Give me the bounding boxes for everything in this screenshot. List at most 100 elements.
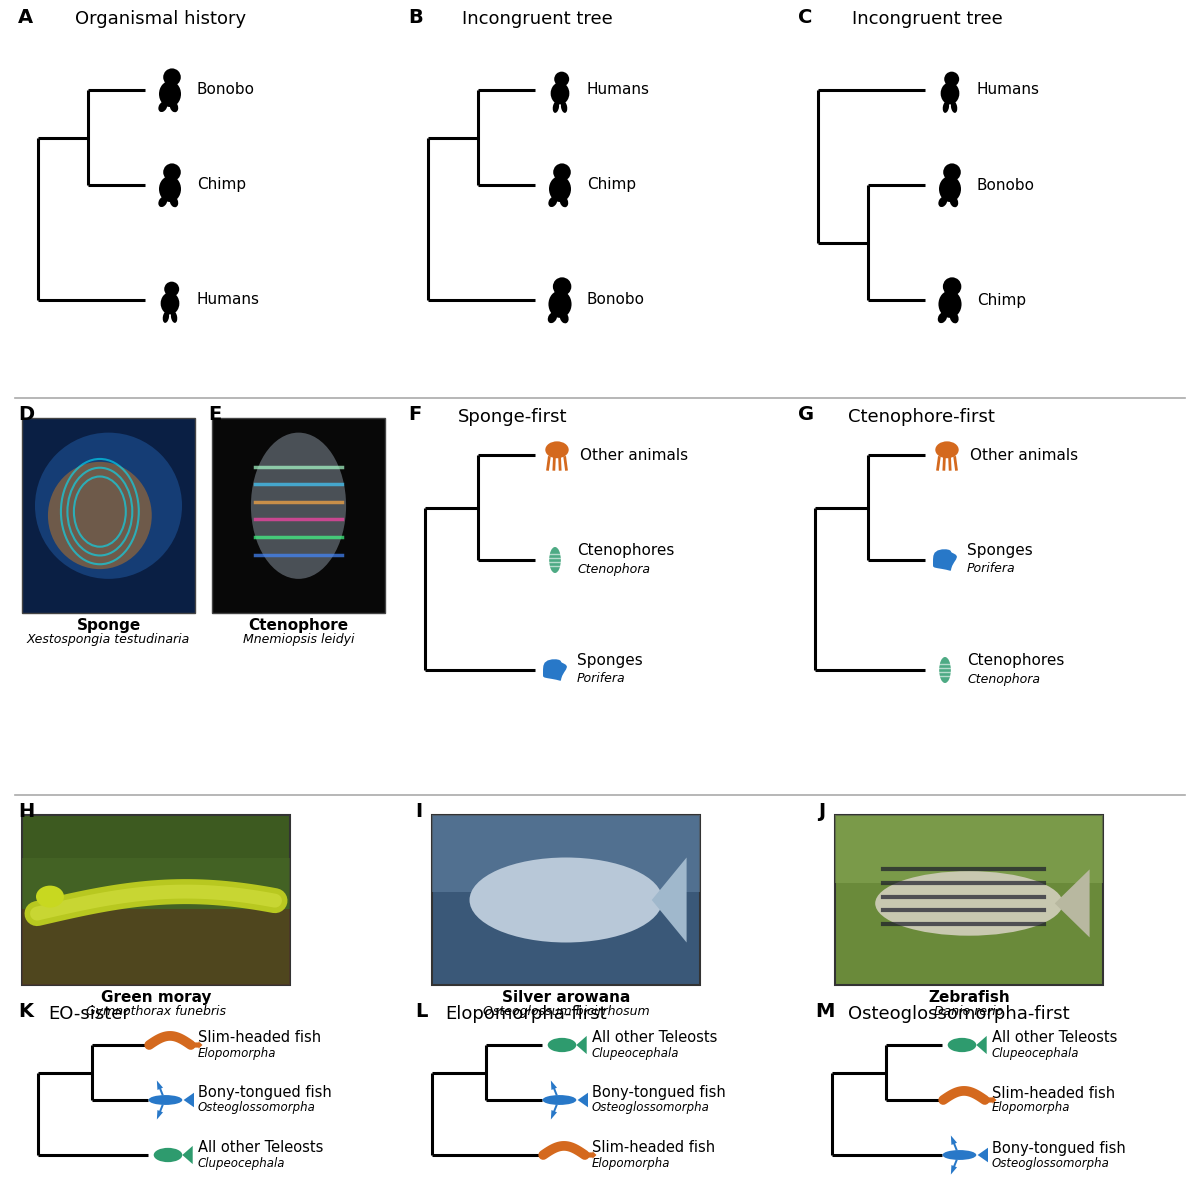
Ellipse shape [937, 312, 947, 324]
Text: Chimp: Chimp [197, 177, 246, 193]
Text: EO-sister: EO-sister [48, 1006, 130, 1023]
Ellipse shape [941, 82, 959, 105]
Text: Mnemiopsis leidyi: Mnemiopsis leidyi [242, 633, 354, 646]
Ellipse shape [949, 196, 959, 207]
Ellipse shape [161, 293, 179, 314]
Text: Ctenophore-first: Ctenophore-first [848, 408, 995, 426]
Ellipse shape [158, 196, 167, 207]
Text: Danio rerio: Danio rerio [935, 1006, 1003, 1017]
Text: Bony-tongued fish: Bony-tongued fish [992, 1140, 1126, 1155]
Bar [22, 815, 290, 985]
Text: Bonobo: Bonobo [977, 177, 1034, 193]
Ellipse shape [542, 1095, 576, 1106]
Polygon shape [576, 1036, 587, 1054]
Polygon shape [182, 1146, 193, 1164]
FancyArrow shape [188, 1041, 203, 1048]
FancyArrow shape [551, 1104, 558, 1120]
Text: Humans: Humans [197, 293, 260, 307]
Ellipse shape [935, 441, 959, 458]
Text: A: A [18, 8, 34, 27]
Circle shape [554, 71, 569, 87]
Text: Clupeocephala: Clupeocephala [992, 1046, 1080, 1059]
Bar [22, 858, 290, 908]
Text: Chimp: Chimp [977, 293, 1026, 307]
Ellipse shape [943, 101, 949, 113]
Text: All other Teleosts: All other Teleosts [198, 1140, 323, 1155]
Text: I: I [415, 802, 422, 821]
Ellipse shape [170, 311, 178, 322]
Ellipse shape [559, 196, 569, 207]
Ellipse shape [469, 858, 662, 942]
Ellipse shape [158, 101, 167, 112]
Ellipse shape [875, 871, 1063, 935]
Bar [432, 815, 700, 985]
Text: Green moray: Green moray [101, 990, 211, 1006]
Ellipse shape [551, 82, 569, 105]
Text: Bony-tongued fish: Bony-tongued fish [592, 1085, 726, 1101]
Text: C: C [798, 8, 812, 27]
Ellipse shape [553, 101, 559, 113]
Text: All other Teleosts: All other Teleosts [992, 1031, 1117, 1046]
Ellipse shape [938, 290, 961, 318]
Text: Bony-tongued fish: Bony-tongued fish [198, 1085, 331, 1101]
Bar [22, 418, 194, 613]
Circle shape [164, 282, 179, 296]
Ellipse shape [163, 311, 169, 322]
Text: Bonobo: Bonobo [197, 82, 256, 98]
Text: Silver arowana: Silver arowana [502, 990, 630, 1006]
Text: Elopomorpha: Elopomorpha [592, 1157, 671, 1170]
Text: Slim-headed fish: Slim-headed fish [592, 1140, 715, 1155]
Text: G: G [798, 405, 814, 424]
FancyArrow shape [950, 1159, 958, 1175]
Text: Chimp: Chimp [587, 177, 636, 193]
Text: Ctenophore: Ctenophore [248, 618, 348, 633]
Ellipse shape [547, 312, 557, 324]
Bar [835, 815, 1103, 883]
Text: Porifera: Porifera [577, 672, 625, 685]
FancyArrow shape [950, 1135, 958, 1151]
Polygon shape [184, 1092, 194, 1107]
Polygon shape [978, 1147, 988, 1163]
Text: Zebrafish: Zebrafish [928, 990, 1010, 1006]
Text: Sponges: Sponges [577, 653, 643, 669]
FancyArrow shape [157, 1081, 163, 1096]
Circle shape [553, 277, 571, 296]
Ellipse shape [949, 312, 959, 324]
Ellipse shape [950, 101, 958, 113]
Text: M: M [815, 1002, 834, 1021]
Ellipse shape [169, 196, 179, 207]
Ellipse shape [548, 196, 557, 207]
Ellipse shape [158, 176, 181, 202]
Text: Other animals: Other animals [580, 447, 688, 463]
Text: Clupeocephala: Clupeocephala [198, 1157, 286, 1170]
Text: Osteoglossomorpha: Osteoglossomorpha [198, 1102, 316, 1115]
Bar [835, 815, 1103, 985]
Bar [432, 815, 700, 891]
Polygon shape [652, 858, 686, 942]
Ellipse shape [948, 1038, 977, 1052]
Ellipse shape [251, 433, 346, 578]
Text: Osteoglossomorpha-first: Osteoglossomorpha-first [848, 1006, 1069, 1023]
Ellipse shape [545, 441, 569, 458]
Text: Sponge-first: Sponge-first [458, 408, 568, 426]
Text: Elopomorpha: Elopomorpha [992, 1102, 1070, 1115]
Text: K: K [18, 1002, 34, 1021]
Text: Sponge: Sponge [77, 618, 140, 633]
Ellipse shape [550, 547, 560, 574]
Ellipse shape [35, 433, 182, 578]
Text: B: B [408, 8, 422, 27]
Ellipse shape [36, 885, 64, 908]
Polygon shape [577, 1092, 588, 1107]
Text: Xestospongia testudinaria: Xestospongia testudinaria [26, 633, 190, 646]
Text: J: J [818, 802, 826, 821]
Ellipse shape [154, 1148, 182, 1163]
Ellipse shape [938, 196, 947, 207]
Text: Gymnothorax funebris: Gymnothorax funebris [86, 1006, 226, 1017]
Text: Organismal history: Organismal history [74, 10, 246, 29]
Text: Ctenophores: Ctenophores [967, 653, 1064, 669]
Text: Ctenophores: Ctenophores [577, 544, 674, 558]
Circle shape [553, 163, 571, 181]
Ellipse shape [550, 176, 571, 202]
Text: Osteoglossomorpha: Osteoglossomorpha [992, 1157, 1110, 1170]
Circle shape [944, 71, 959, 87]
